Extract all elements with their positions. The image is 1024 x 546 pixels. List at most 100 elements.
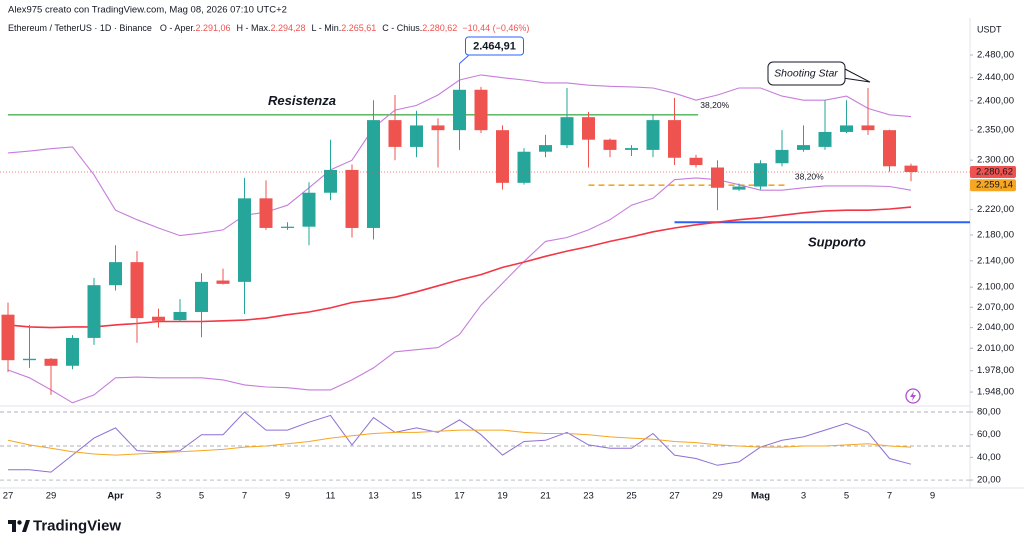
candle-body	[238, 198, 251, 282]
y-tick-label: 2.220,00	[977, 204, 1014, 215]
candle-body	[281, 226, 294, 228]
y-tick-label: 60,00	[977, 429, 1001, 440]
chart-title: Ethereum / TetherUS · 1D · Binance	[8, 23, 152, 33]
x-tick-label: 13	[368, 491, 379, 502]
logo-text: TradingView	[33, 517, 121, 534]
price-tag-label: 2.280,62	[976, 167, 1013, 178]
candle-body	[711, 167, 724, 188]
y-tick-label: 40,00	[977, 452, 1001, 463]
y-tick-label: 2.140,00	[977, 255, 1014, 266]
legend-label: L - Min.	[312, 23, 342, 33]
icon	[905, 388, 921, 404]
y-tick-label: 20,00	[977, 475, 1001, 486]
candle-body	[195, 281, 208, 312]
legend-change: −10,44 (−0,46%)	[462, 23, 529, 33]
x-tick-label: 29	[712, 491, 723, 502]
callout-pointer	[459, 55, 469, 64]
candle-body	[87, 285, 101, 338]
x-tick-label: 11	[326, 491, 336, 502]
fib-label: 38,20%	[795, 171, 824, 181]
candle-body	[216, 280, 230, 284]
candle-body	[861, 125, 875, 131]
x-tick-label: 21	[540, 491, 551, 502]
candle-body	[539, 145, 552, 152]
legend-value: 2.294,28	[271, 23, 306, 33]
y-unit: USDT	[977, 24, 1002, 34]
overlay-line	[7, 177, 912, 404]
price-tag	[970, 166, 1016, 179]
legend-value: 2.291,06	[195, 23, 230, 33]
fib-label: 38,20%	[700, 100, 729, 110]
support-label: Supporto	[808, 235, 866, 250]
x-tick-label: Apr	[107, 491, 124, 502]
candle-body	[732, 186, 746, 190]
candle-body	[582, 117, 595, 140]
y-tick-label: 2.480,00	[977, 50, 1014, 61]
callout-box	[465, 36, 524, 56]
candle-body	[130, 262, 144, 319]
x-tick-label: 7	[887, 491, 892, 502]
candle-body	[367, 120, 380, 228]
candle-body	[259, 198, 273, 228]
x-tick-label: 3	[156, 491, 161, 502]
candle-body	[818, 131, 832, 147]
candle-body	[302, 192, 316, 227]
x-tick-label: 15	[411, 491, 422, 502]
legend-value: 2.280,62	[422, 23, 457, 33]
y-tick-label: 2.300,00	[977, 155, 1014, 166]
legend-label: O - Aper.	[160, 23, 196, 33]
candle-body	[109, 262, 122, 286]
y-tick-label: 1.978,00	[977, 365, 1014, 376]
x-tick-label: 17	[454, 491, 465, 502]
y-tick-label: 1.948,00	[977, 387, 1014, 398]
candle-body	[496, 130, 509, 183]
logo: TradingView	[8, 517, 121, 534]
candle-body	[23, 358, 36, 361]
x-tick-label: 5	[199, 491, 204, 502]
callout-label: 2.464,91	[473, 40, 516, 52]
candle-body	[646, 120, 660, 150]
candle-body	[453, 89, 466, 131]
chart-header: Ethereum / TetherUS · 1D · Binance O - Ap…	[8, 23, 529, 33]
candle-body	[173, 311, 187, 321]
candle-body	[474, 89, 488, 131]
x-tick-label: 29	[46, 491, 57, 502]
x-tick-label: 9	[930, 491, 935, 502]
y-tick-label: 2.040,00	[977, 322, 1014, 333]
candle-body	[668, 120, 681, 158]
candle-body	[324, 169, 337, 193]
candle-body	[603, 139, 617, 150]
x-tick-label: 23	[583, 491, 594, 502]
price-tag-label: 2.259,14	[976, 180, 1013, 191]
candle-body	[1, 314, 15, 361]
y-tick-label: 2.180,00	[977, 229, 1014, 240]
y-tick-label: 2.440,00	[977, 72, 1014, 83]
x-tick-label: 9	[285, 491, 290, 502]
y-tick-label: 2.350,00	[977, 125, 1014, 136]
candle-body	[345, 169, 359, 228]
y-tick-label: 2.100,00	[977, 282, 1014, 293]
y-tick-label: 2.010,00	[977, 343, 1014, 354]
legend-value: 2.265,61	[341, 23, 376, 33]
x-tick-label: 25	[626, 491, 637, 502]
candle-body	[431, 125, 445, 131]
candle-body	[754, 163, 767, 187]
legend-label: H - Max.	[236, 23, 270, 33]
candle-body	[517, 151, 531, 183]
callout-pointer	[842, 67, 871, 83]
credit: Alex975 creato con TradingView.com, Mag …	[8, 5, 287, 16]
x-tick-label: 3	[801, 491, 806, 502]
x-tick-label: 27	[3, 491, 14, 502]
x-tick-label: Mag	[751, 491, 770, 502]
candle-body	[775, 149, 789, 164]
callout-label: Shooting Star	[774, 67, 838, 79]
candle-body	[840, 125, 853, 132]
x-tick-label: 7	[242, 491, 247, 502]
rsi-line	[7, 429, 912, 456]
x-tick-label: 19	[497, 491, 508, 502]
callout-box	[767, 61, 846, 86]
candle-body	[625, 148, 638, 150]
candle-body	[152, 316, 165, 321]
y-tick-label: 80,00	[977, 406, 1001, 417]
